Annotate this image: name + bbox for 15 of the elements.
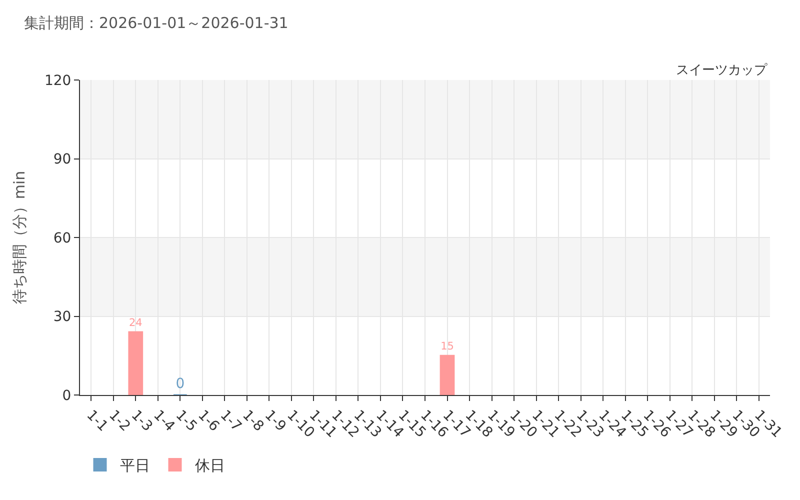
- y-tick-label: 0: [62, 388, 72, 404]
- legend-label: 平日: [120, 456, 150, 475]
- bar: [440, 354, 455, 395]
- y-axis-title: 待ち時間（分）min: [10, 170, 29, 304]
- legend-label: 休日: [195, 456, 225, 475]
- bar: [128, 331, 144, 395]
- data-label: 15: [440, 340, 454, 353]
- chart-title: 集計期間：2026-01-01～2026-01-31: [24, 14, 288, 32]
- y-tick-label: 60: [53, 230, 72, 246]
- chart-subtitle: スイーツカップ: [676, 63, 768, 78]
- y-tick-label: 90: [53, 152, 72, 168]
- y-tick-label: 120: [44, 72, 72, 89]
- y-tick-label: 30: [53, 309, 72, 326]
- data-label: 0: [176, 376, 185, 392]
- data-label: 24: [128, 317, 143, 330]
